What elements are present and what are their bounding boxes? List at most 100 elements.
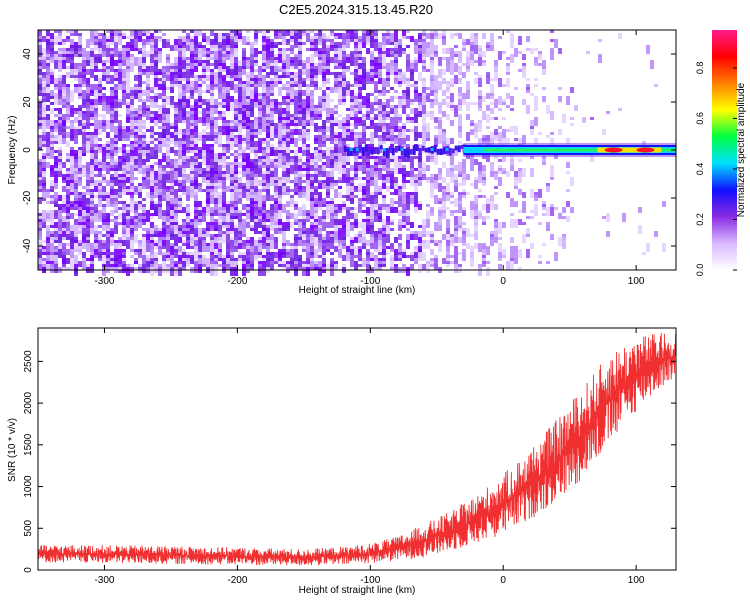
spectrogram-cell: [362, 165, 366, 171]
spectrogram-cell: [230, 186, 234, 189]
spectrogram-cell: [94, 39, 98, 42]
spectrogram-cell: [330, 87, 334, 93]
spectrogram-cell: [98, 69, 102, 72]
spectrogram-cell: [130, 114, 134, 117]
spectrogram-cell: [450, 210, 454, 213]
spectrogram-cell: [238, 222, 242, 231]
spectrogram-cell: [114, 45, 118, 48]
spectrogram-cell: [310, 183, 314, 186]
spectrogram-cell: [302, 204, 306, 207]
spectrogram-cell: [134, 234, 138, 243]
spectrogram-cell: [58, 195, 62, 201]
spectrogram-cell: [74, 204, 78, 207]
spectrogram-cell: [222, 195, 226, 198]
spectrogram-cell: [550, 168, 554, 177]
spectrogram-cell: [238, 81, 242, 84]
spectrogram-cell: [138, 105, 142, 108]
chart-title: C2E5.2024.315.13.45.R20: [279, 2, 433, 17]
spectrogram-cell: [158, 117, 162, 120]
spectrogram-cell: [46, 153, 50, 156]
spectrogram-cell: [130, 45, 134, 51]
spectrogram-cell: [498, 132, 502, 141]
spectrogram-cell: [134, 213, 138, 216]
spectrogram-cell: [530, 120, 534, 129]
spectrogram-cell: [302, 234, 306, 243]
spectrogram-cell: [142, 207, 146, 210]
spectrogram-cell: [74, 201, 78, 204]
spectrogram-cell: [318, 63, 322, 66]
spectrogram-cell: [282, 138, 286, 141]
spectrogram-cell: [194, 126, 198, 132]
spectrogram-cell: [282, 42, 286, 45]
spectrogram-cell: [338, 186, 342, 189]
spectrogram-cell: [250, 162, 254, 171]
spectrogram-cell: [38, 48, 42, 51]
spectrogram-cell: [402, 204, 406, 213]
spectrogram-cell: [262, 36, 266, 42]
spectrogram-cell: [218, 114, 222, 120]
spectrogram-cell: [150, 69, 154, 72]
spectrogram-cell: [338, 114, 342, 117]
spectrogram-cell: [306, 189, 310, 192]
spectrogram-cell: [378, 48, 382, 57]
spectrogram-cell: [402, 144, 406, 147]
spectrogram-cell: [242, 135, 246, 138]
spectrogram-cell: [114, 150, 118, 153]
spectrogram-cell: [446, 234, 450, 240]
spectrogram-cell: [170, 159, 174, 165]
spectrogram-cell: [214, 153, 218, 162]
spectrogram-cell: [78, 150, 82, 156]
spectrogram-cell: [406, 120, 410, 123]
spectrogram-cell: [422, 96, 426, 102]
spectrogram-cell: [138, 75, 142, 84]
spectrogram-cell: [638, 225, 642, 234]
spectrogram-cell: [246, 75, 250, 78]
spectrogram-cell: [266, 81, 270, 90]
spectrogram-cell: [306, 243, 310, 252]
spectrogram-cell: [390, 33, 394, 39]
spectrogram-cell: [82, 48, 86, 57]
spectrogram-cell: [98, 93, 102, 96]
spectrogram-cell: [102, 177, 106, 180]
spectrogram-cell: [414, 63, 418, 72]
spectrogram-cell: [70, 51, 74, 54]
spectrogram-cell: [510, 237, 514, 243]
spectrogram-cell: [514, 186, 518, 189]
spectrogram-cell: [206, 123, 210, 129]
spectrogram-cell: [154, 87, 158, 90]
spectrogram-cell: [238, 36, 242, 39]
spectrogram-cell: [190, 30, 194, 33]
spectrogram-cell: [246, 183, 250, 186]
spectrogram-cell: [238, 132, 242, 135]
spectrogram-cell: [406, 78, 410, 81]
spectrogram-cell: [138, 126, 142, 132]
spectrogram-cell: [298, 147, 302, 153]
spectrogram-cell: [274, 147, 278, 150]
spectrogram-cell: [494, 99, 498, 108]
spectrogram-cell: [178, 165, 182, 168]
spectrogram-cell: [330, 108, 334, 114]
spectrogram-cell: [118, 183, 122, 186]
spectrogram-cell: [418, 132, 422, 138]
spectrogram-cell: [386, 234, 390, 243]
spectrogram-cell: [314, 174, 318, 183]
spectrogram-cell: [434, 54, 438, 57]
spectrogram-cell: [490, 195, 494, 201]
spectrogram-cell: [394, 66, 398, 72]
spectrogram-cell: [86, 84, 90, 87]
spectrogram-cell: [102, 174, 106, 177]
spectrogram-cell: [162, 216, 166, 222]
spectrogram-cell: [182, 120, 186, 123]
spectrogram-cell: [294, 42, 298, 45]
spectrogram-cell: [470, 246, 474, 255]
spectrogram-cell: [270, 237, 274, 240]
spectrogram-cell: [182, 114, 186, 117]
spectrogram-cell: [194, 231, 198, 234]
spectrogram-cell: [306, 213, 310, 216]
spectrogram-cell: [106, 66, 110, 69]
spectrogram-cell: [58, 99, 62, 105]
spectrogram-cell: [490, 33, 494, 42]
spectrogram-cell: [430, 213, 434, 216]
spectrogram-cell: [94, 180, 98, 186]
spectrogram-cell: [426, 168, 430, 171]
